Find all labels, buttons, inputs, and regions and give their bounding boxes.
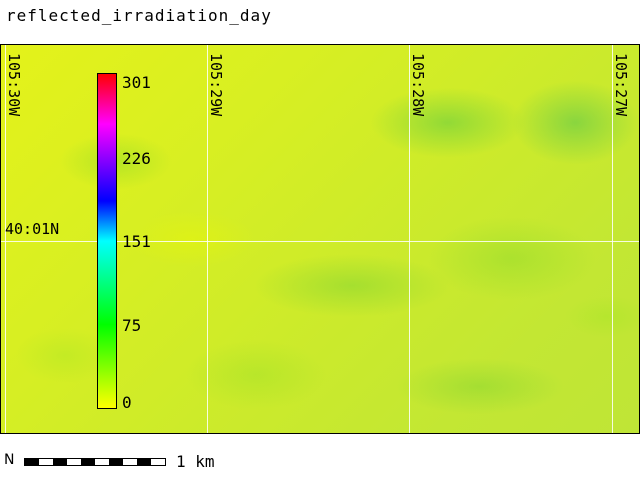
north-label: N <box>4 452 15 468</box>
legend-tick-label: 301 <box>122 73 151 92</box>
longitude-label: 105:29W <box>207 53 225 117</box>
legend-tick-label: 75 <box>122 316 142 335</box>
grid-line-lat-1 <box>1 241 639 242</box>
color-legend-bar <box>97 73 117 409</box>
longitude-label: 105:30W <box>5 53 23 117</box>
legend-tick-label: 151 <box>122 232 151 251</box>
longitude-label: 105:27W <box>612 53 630 117</box>
latitude-label: 40:01N <box>5 220 60 238</box>
legend-tick-label: 226 <box>122 149 151 168</box>
scale-bar-graphic <box>24 458 166 466</box>
raster-map[interactable]: 105:30W 105:29W 105:28W 105:27W 40:01N 3… <box>0 44 640 434</box>
longitude-label: 105:28W <box>409 53 427 117</box>
scalebar: N 1 km <box>0 448 640 476</box>
grid-line-lon-4 <box>612 45 613 433</box>
grid-line-lon-2 <box>207 45 208 433</box>
scale-label: 1 km <box>176 452 215 471</box>
grid-line-lon-3 <box>409 45 410 433</box>
legend-tick-label: 0 <box>122 393 132 412</box>
grid-line-lon-1 <box>5 45 6 433</box>
map-title: reflected_irradiation_day <box>6 6 272 25</box>
north-arrow-icon: N <box>4 452 14 468</box>
